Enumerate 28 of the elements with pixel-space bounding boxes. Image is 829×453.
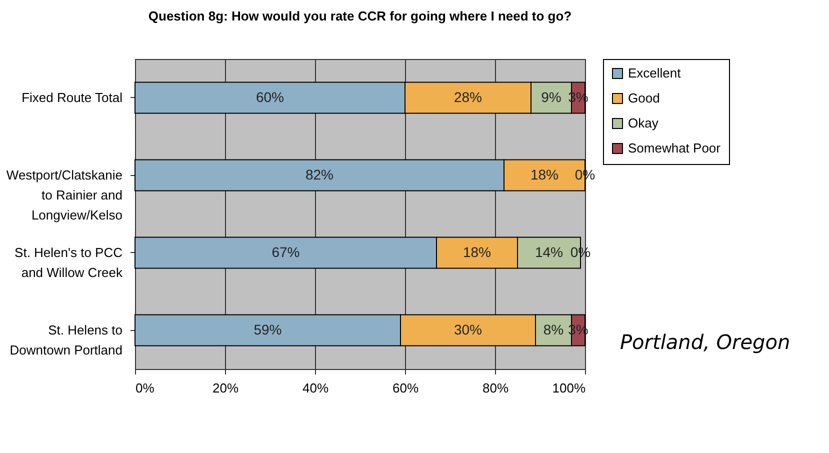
data-label: 9% [541,88,562,105]
data-label: 18% [462,244,492,260]
data-label: 82% [305,166,334,182]
legend-label: Good [628,90,660,106]
data-label: 18% [530,166,559,182]
data-label: 14% [534,244,564,260]
legend-label: Excellent [628,66,682,80]
text: Portland, Oregon [620,330,790,354]
legend-label: Somewhat Poor [628,140,722,156]
x-tick-label: 100% [552,380,586,396]
x-tick-label: 40% [302,380,329,396]
chart-title: Question 8g: How would you rate CCR for going where I need to go? [148,8,572,24]
data-label: 59% [254,321,282,338]
data-label: 60% [256,88,284,105]
data-label: 8% [543,321,564,338]
y-tick-label: Westport/Clatskanie to Rainier and Longview/Kelso [6,167,122,222]
x-tick-label: 20% [212,380,239,396]
y-tick-label: Fixed Route Total [22,90,123,105]
data-label: 0% [574,166,596,182]
y-tick-label: St. Helen's to PCC and Willow Creek [14,244,123,280]
data-label: 28% [454,88,482,105]
x-tick-label: 60% [392,380,419,396]
y-tick-label: St. Helens to Downtown Portland [10,322,122,358]
data-label: 67% [272,244,300,260]
x-tick-label: 80% [482,380,509,396]
legend-label: Okay [628,116,659,130]
data-label: 30% [454,321,482,338]
x-tick-label: 0% [136,380,155,396]
